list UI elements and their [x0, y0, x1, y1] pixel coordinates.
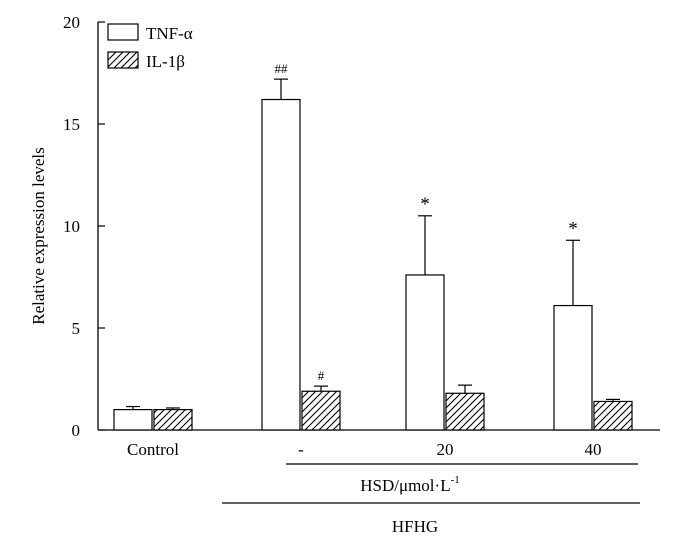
bar-tnf-2 [405, 274, 445, 431]
bar-il1b-1 [301, 390, 341, 431]
x-category-label: 40 [585, 440, 602, 459]
legend-label-tnf: TNF-α [146, 24, 193, 43]
bar-il1b-0 [153, 409, 193, 431]
bar-tnf-1 [261, 98, 301, 431]
significance-marker: ## [275, 61, 289, 76]
significance-marker: * [420, 194, 430, 215]
x-category-label: Control [127, 440, 179, 459]
significance-marker: * [568, 218, 578, 239]
legend-label-il1b: IL-1β [146, 52, 185, 71]
bar-tnf-3 [553, 304, 593, 431]
hsd-group-label-text: HSD/μmol·L [360, 476, 450, 495]
significance-marker: # [318, 368, 325, 383]
hsd-group-label: HSD/μmol·L-1 [360, 474, 460, 495]
legend-swatch-tnf [107, 23, 139, 41]
y-axis-label: Relative expression levels [29, 147, 48, 325]
y-tick-label: 20 [63, 13, 80, 32]
y-tick-label: 10 [63, 217, 80, 236]
legend-swatch-il1b [107, 51, 139, 69]
x-category-label: - [298, 440, 304, 459]
x-category-label: 20 [437, 440, 454, 459]
hfhg-group-label: HFHG [392, 517, 438, 536]
bar-il1b-2 [445, 392, 485, 431]
y-tick-label: 15 [63, 115, 80, 134]
y-tick-label: 5 [72, 319, 81, 338]
hsd-group-label-superscript: -1 [451, 474, 460, 486]
bar-tnf-0 [113, 409, 153, 431]
y-tick-label: 0 [72, 421, 81, 440]
bar-il1b-3 [593, 400, 633, 431]
